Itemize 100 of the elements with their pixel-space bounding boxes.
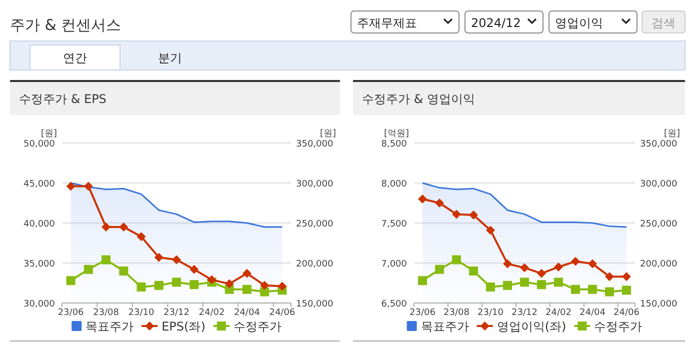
legend-label: 목표주가	[420, 320, 469, 334]
y-tick-label: 40,000	[24, 220, 56, 230]
text: 검색	[652, 16, 676, 30]
point	[278, 282, 287, 291]
y-tick-label: 35,000	[24, 260, 56, 270]
y2-tick-label: 250,000	[296, 220, 334, 230]
y2-axis-title: [원]	[664, 129, 680, 139]
legend-label: 수정주가	[594, 320, 642, 334]
text: 주가 & 컨센서스	[10, 16, 122, 34]
point	[418, 276, 427, 286]
x-tick-label: 23/06	[58, 308, 84, 318]
text: 분기	[158, 51, 182, 65]
point	[154, 280, 164, 290]
point	[520, 278, 529, 287]
point	[554, 278, 563, 287]
point	[172, 278, 181, 287]
point	[418, 194, 427, 204]
y-tick-label: 50,000	[24, 140, 56, 150]
point	[172, 255, 181, 264]
x-tick-label: 24/06	[614, 308, 640, 318]
point	[66, 182, 76, 191]
point	[435, 264, 444, 274]
legend-label: EPS(좌)	[162, 320, 206, 334]
x-tick-label: 23/10	[128, 308, 155, 318]
x-tick-label: 24/04	[234, 308, 260, 318]
point	[503, 259, 512, 268]
point	[102, 255, 111, 264]
x-tick-label: 24/06	[269, 308, 296, 318]
point	[242, 284, 252, 294]
y2-tick-label: 300,000	[640, 180, 678, 190]
point	[260, 287, 270, 296]
point	[588, 259, 597, 268]
y2-tick-label: 200,000	[640, 260, 678, 270]
legend-label: 수정주가	[233, 320, 282, 334]
point	[605, 272, 614, 282]
point	[84, 264, 93, 274]
x-tick-label: 24/02	[198, 308, 225, 318]
x-tick-label: 23/08	[444, 308, 470, 318]
text: 2024/12	[471, 16, 521, 30]
point	[537, 280, 546, 290]
y-tick-label: 6,500	[381, 300, 408, 310]
point	[469, 266, 478, 276]
point	[435, 198, 444, 208]
y-tick-label: 8,000	[381, 180, 408, 190]
point	[66, 276, 76, 286]
x-tick-label: 24/02	[546, 308, 572, 318]
x-tick-label: 23/10	[478, 308, 504, 318]
point	[119, 222, 128, 232]
point	[224, 279, 234, 288]
point	[190, 264, 199, 274]
y-tick-label: 8,500	[381, 140, 408, 150]
y-axis-title: [억원]	[384, 129, 409, 139]
text: 영업이익	[555, 16, 603, 30]
point	[84, 182, 93, 191]
y-tick-label: 30,000	[24, 300, 56, 310]
point	[588, 284, 597, 294]
y2-tick-label: 250,000	[640, 220, 678, 230]
point	[486, 282, 495, 292]
point	[520, 263, 529, 272]
point	[260, 280, 270, 290]
chart-title: 수정주가 & EPS	[19, 92, 106, 106]
x-tick-label: 23/12	[164, 308, 190, 318]
text: 주재무제표	[357, 16, 417, 30]
y2-tick-label: 200,000	[296, 260, 334, 270]
y2-tick-label: 150,000	[296, 300, 334, 310]
point	[571, 284, 580, 294]
point	[154, 252, 164, 262]
y2-tick-label: 350,000	[296, 140, 334, 150]
point	[242, 268, 252, 278]
point	[136, 282, 146, 292]
y-tick-label: 7,500	[381, 220, 408, 230]
x-tick-label: 23/06	[410, 308, 436, 318]
y-tick-label: 7,000	[381, 260, 408, 270]
y2-tick-label: 350,000	[640, 140, 678, 150]
point	[571, 256, 580, 266]
y-tick-label: 45,000	[24, 180, 56, 190]
point	[554, 262, 563, 272]
point	[190, 280, 199, 290]
y-axis-title: [원]	[40, 129, 57, 139]
point	[537, 268, 546, 278]
x-tick-label: 23/08	[93, 308, 120, 318]
legend-label: 영업이익(좌)	[496, 320, 566, 334]
text: 연간	[63, 51, 87, 65]
point	[486, 226, 495, 235]
y2-axis-title: [원]	[320, 129, 336, 139]
point	[119, 266, 128, 276]
point	[622, 272, 631, 282]
point	[136, 232, 146, 242]
y2-tick-label: 300,000	[296, 180, 334, 190]
y2-tick-label: 150,000	[640, 300, 678, 310]
x-tick-label: 24/04	[580, 308, 606, 318]
legend-label: 목표주가	[86, 320, 134, 334]
point	[452, 210, 461, 219]
point	[469, 210, 478, 220]
point	[503, 280, 512, 290]
point	[452, 255, 461, 264]
point	[622, 286, 631, 295]
x-tick-label: 23/12	[512, 308, 538, 318]
chart-title: 수정주가 & 영업이익	[362, 92, 475, 106]
point	[207, 275, 216, 284]
